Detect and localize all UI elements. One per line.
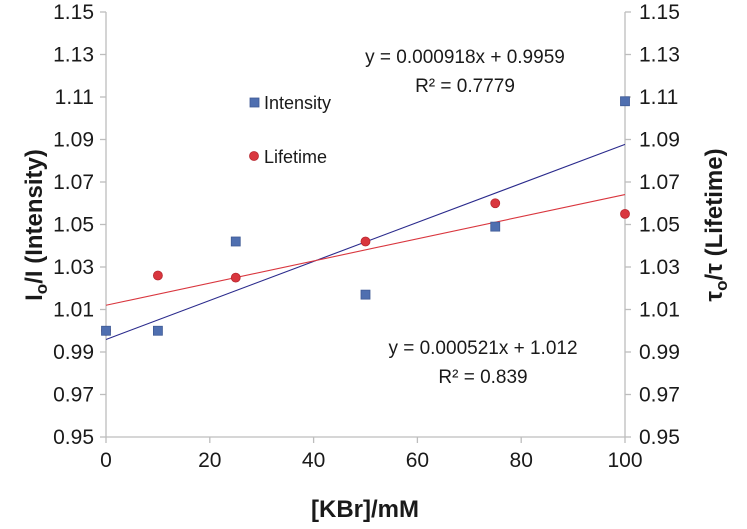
legend-label-lifetime: Lifetime	[264, 147, 327, 167]
left-y-tick-label: 1.09	[53, 129, 94, 152]
lifetime-point	[230, 272, 241, 283]
right-y-tick-label: 1.01	[639, 299, 680, 322]
x-tick-label: 40	[302, 449, 325, 472]
intensity-point	[490, 221, 501, 232]
left-y-tick-label: 1.15	[53, 1, 94, 24]
intensity-point	[360, 289, 371, 300]
left-y-tick-label: 1.11	[55, 86, 94, 109]
legend-marker-lifetime	[249, 151, 259, 161]
lifetime-trendline	[105, 193, 626, 306]
x-tick-label: 60	[406, 449, 429, 472]
points	[101, 96, 630, 336]
right-y-tick-label: 1.05	[639, 214, 680, 237]
right-axis-title: τo/τ (Lifetime)	[701, 148, 731, 301]
intensity-point	[152, 325, 163, 336]
intensity-equation: y = 0.000918x + 0.9959	[365, 47, 565, 68]
x-tick-label: 20	[198, 449, 221, 472]
intensity-point	[620, 96, 630, 107]
right-y-tick-label: 1.13	[639, 44, 680, 67]
x-tick-label: 0	[100, 449, 112, 472]
lifetime-r2: R² = 0.839	[438, 367, 527, 388]
right-y-tick-label: 1.03	[639, 256, 680, 279]
left-axis-title: Io/I (Intensity)	[21, 149, 51, 301]
right-y-tick-label: 1.11	[639, 86, 678, 109]
left-y-tick-label: 1.05	[53, 214, 94, 237]
lifetime-equation: y = 0.000521x + 1.012	[388, 338, 577, 359]
legend: Intensity Lifetime	[249, 93, 331, 167]
intensity-point	[101, 325, 111, 336]
left-y-tick-label: 1.03	[53, 256, 94, 279]
left-y-tick-label: 1.13	[53, 44, 94, 67]
left-y-tick-label: 0.97	[53, 384, 94, 407]
left-y-tick-label: 0.95	[53, 426, 94, 449]
right-y-tick-label: 1.07	[639, 171, 680, 194]
axes	[105, 12, 626, 438]
x-tick-label: 100	[607, 449, 642, 472]
right-y-tick-label: 0.97	[639, 384, 680, 407]
legend-label-intensity: Intensity	[264, 93, 331, 113]
right-y-tick-label: 0.95	[639, 426, 680, 449]
lifetime-point	[490, 198, 501, 209]
left-y-tick-label: 1.07	[53, 171, 94, 194]
tick-labels: 0.95 0.95 0.97 0.97 0.99 0.99 1.01 1.01 1.03 1.03…	[53, 1, 680, 472]
lifetime-point	[152, 270, 163, 281]
x-tick-label: 80	[510, 449, 533, 472]
intensity-r2: R² = 0.7779	[415, 76, 515, 97]
right-y-tick-label: 0.99	[639, 341, 680, 364]
legend-marker-intensity	[249, 97, 260, 108]
ticks	[100, 11, 631, 443]
left-y-tick-label: 1.01	[53, 299, 94, 322]
right-y-tick-label: 1.09	[639, 129, 680, 152]
lifetime-point	[360, 236, 371, 247]
intensity-point	[230, 236, 241, 247]
lifetime-point	[620, 208, 630, 219]
right-y-tick-label: 1.15	[639, 1, 680, 24]
left-y-tick-label: 0.99	[53, 341, 94, 364]
x-axis-title: [KBr]/mM	[311, 496, 419, 523]
